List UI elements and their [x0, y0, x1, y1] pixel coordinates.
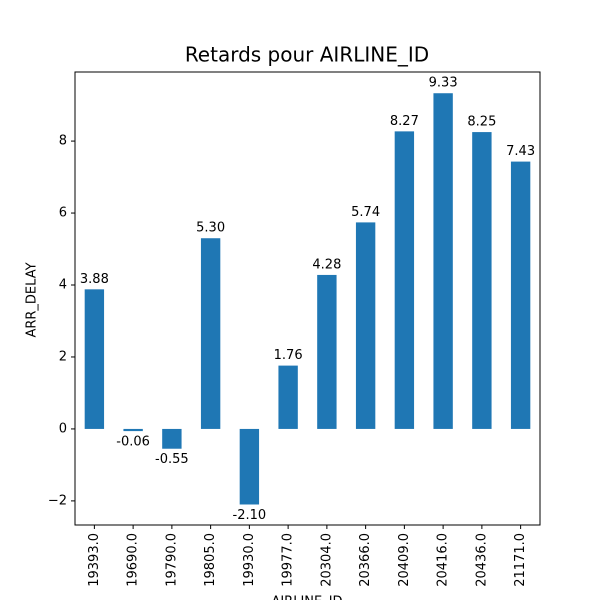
- bar: [84, 289, 105, 429]
- bar: [278, 365, 298, 429]
- bar: [200, 238, 221, 429]
- value-label: -0.55: [155, 452, 189, 467]
- value-label: 4.28: [312, 257, 341, 272]
- bar: [123, 428, 143, 432]
- x-tick-label: 20409.0: [397, 533, 412, 587]
- value-label: 7.43: [506, 144, 535, 159]
- x-tick-label: 19977.0: [281, 533, 296, 587]
- bar: [472, 132, 492, 429]
- x-tick-label: 21171.0: [513, 533, 528, 587]
- x-axis-label: AIRLINE_ID: [271, 595, 342, 600]
- bar: [162, 428, 182, 449]
- value-label: 5.30: [196, 221, 225, 236]
- bar: [394, 131, 415, 429]
- y-tick-label: 4: [59, 278, 67, 293]
- x-tick-label: 19805.0: [203, 533, 218, 587]
- y-tick-label: 0: [59, 421, 67, 436]
- bar: [239, 428, 260, 505]
- bar: [355, 222, 376, 429]
- x-tick-label: 19930.0: [242, 533, 257, 587]
- y-axis-label: ARR_DELAY: [25, 262, 40, 337]
- value-label: -0.06: [116, 435, 150, 450]
- bar: [433, 93, 453, 429]
- value-label: 3.88: [80, 272, 109, 287]
- x-tick-label: 20436.0: [474, 533, 489, 587]
- x-tick-label: 20366.0: [358, 533, 373, 587]
- value-label: 8.27: [390, 114, 419, 129]
- x-tick-label: 20304.0: [319, 533, 334, 587]
- y-tick-label: −2: [48, 493, 67, 508]
- y-tick-label: 6: [59, 206, 67, 221]
- bar: [510, 161, 531, 429]
- y-tick-label: 8: [59, 134, 67, 149]
- value-label: -2.10: [233, 508, 267, 523]
- value-label: 9.33: [429, 76, 458, 91]
- x-tick-label: 19790.0: [164, 533, 179, 587]
- x-tick-label: 19393.0: [87, 533, 102, 587]
- chart-title: Retards pour AIRLINE_ID: [185, 43, 429, 67]
- x-tick-label: 19690.0: [126, 533, 141, 587]
- bar: [317, 274, 337, 429]
- axes-frame: [74, 71, 541, 526]
- x-tick-label: 20416.0: [436, 533, 451, 587]
- value-label: 5.74: [351, 205, 380, 220]
- value-label: 1.76: [274, 348, 303, 363]
- value-label: 8.25: [467, 115, 496, 130]
- y-tick-label: 2: [59, 349, 67, 364]
